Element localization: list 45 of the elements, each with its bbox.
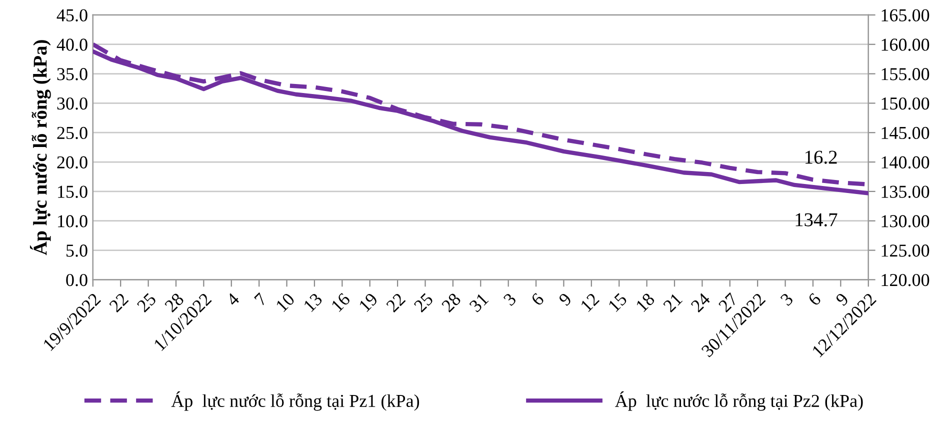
x-tick-label: 13 <box>303 292 323 312</box>
y2-tick-label: 120.00 <box>882 274 930 286</box>
x-tick-label: 3 <box>780 292 794 306</box>
y-tick-label: 5.0 <box>66 244 88 257</box>
x-tick-label: 19 <box>358 292 378 312</box>
y-axis-title: Áp lực nước lỗ rỗng (kPa) <box>30 40 51 256</box>
x-tick-label: 22 <box>386 292 406 313</box>
x-tick-label: 4 <box>226 292 240 306</box>
x-tick-label: 10 <box>275 292 296 312</box>
x-tick-label: 21 <box>662 292 683 313</box>
x-tick-label: 22 <box>108 292 129 313</box>
y-tick-label: 45.0 <box>56 9 88 22</box>
y2-tick-label: 150.00 <box>882 97 930 110</box>
y-tick-label: 35.0 <box>57 68 88 80</box>
y2-tick-label: 140.00 <box>882 156 930 169</box>
x-tick-label: 7 <box>254 292 268 306</box>
y-tick-label: 30.0 <box>57 97 88 110</box>
y-tick-label: 20.0 <box>57 156 88 169</box>
y-tick-label: 10.0 <box>58 215 88 228</box>
annotation: 134.7 <box>796 213 838 226</box>
y2-tick-label: 165.00 <box>882 9 930 22</box>
x-tick-label: 15 <box>608 292 628 312</box>
y2-tick-label: 125.00 <box>882 244 930 257</box>
x-tick-label: 18 <box>636 292 656 312</box>
y2-tick-label: 155.00 <box>882 68 930 80</box>
x-tick-label: 25 <box>136 292 157 313</box>
legend-label: Áp lực nước lỗ rỗng tại Pz2 (kPa) <box>615 391 863 411</box>
x-tick-label: 16 <box>330 292 351 312</box>
x-tick-label: 9 <box>558 292 572 306</box>
x-tick-label: 31 <box>468 292 489 313</box>
x-tick-label: 12 <box>580 292 600 312</box>
y-tick-label: 40.0 <box>56 38 88 51</box>
y-tick-label: 25.0 <box>57 126 88 140</box>
y2-tick-label: 160.00 <box>882 38 930 51</box>
x-tick-label: 28 <box>441 292 462 313</box>
y-tick-label: 15.0 <box>58 186 88 198</box>
y2-tick-label: 130.00 <box>882 215 930 228</box>
x-tick-label: 6 <box>530 292 545 306</box>
y-tick-label: 0.0 <box>66 274 88 286</box>
x-tick-label: 25 <box>413 292 434 313</box>
legend-label: Áp lực nước lỗ rỗng tại Pz1 (kPa) <box>171 391 420 411</box>
y2-tick-label: 135.00 <box>882 186 930 198</box>
annotation: 16.2 <box>805 150 837 164</box>
x-tick-label: 3 <box>502 292 517 306</box>
y2-tick-label: 145.00 <box>882 126 930 140</box>
